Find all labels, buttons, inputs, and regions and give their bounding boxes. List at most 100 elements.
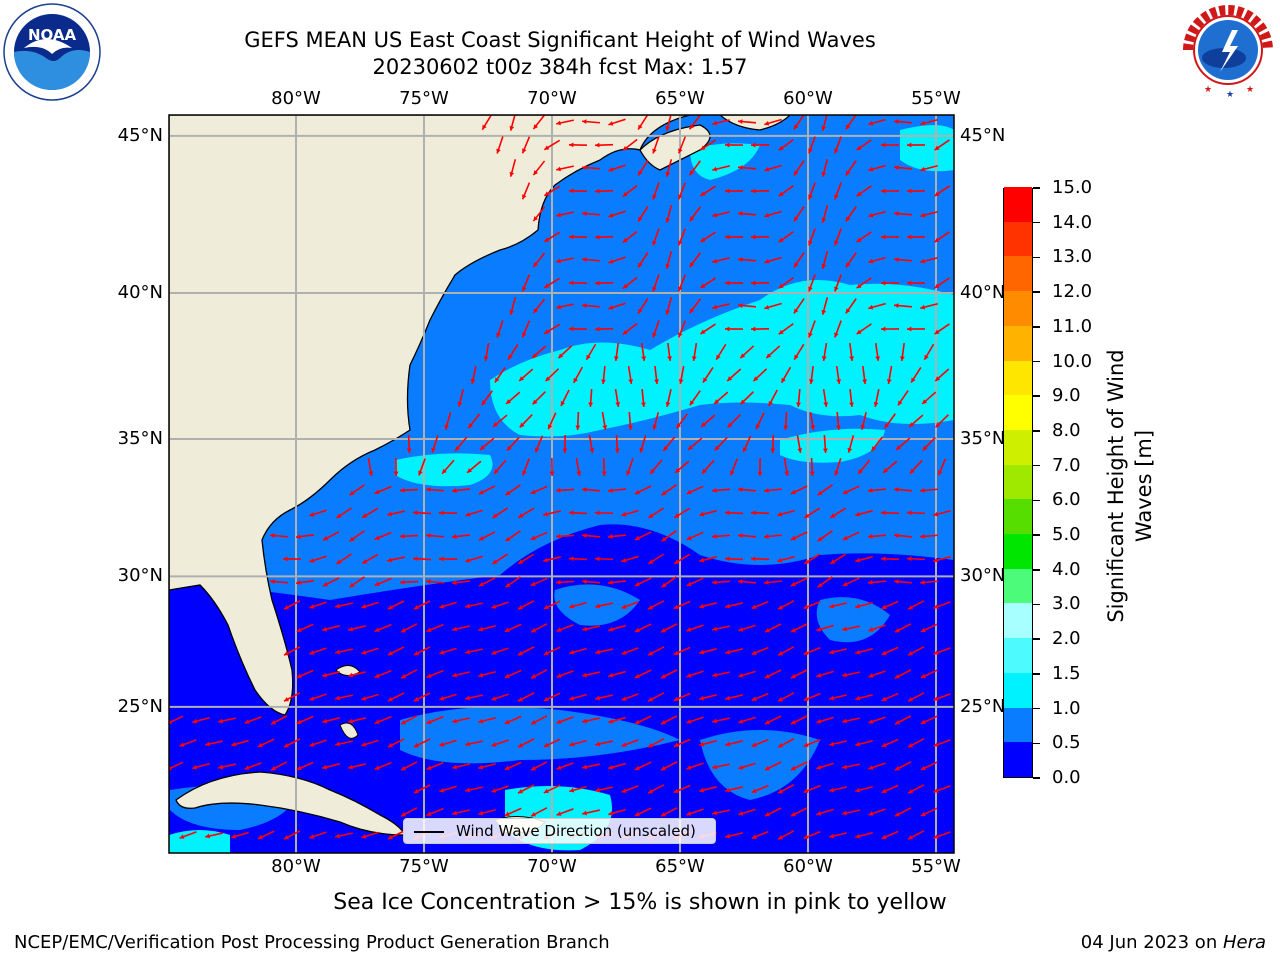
wave-direction-arrow	[920, 669, 938, 679]
wave-direction-arrow	[764, 623, 782, 633]
wave-direction-arrow	[543, 323, 561, 335]
colorbar-segment	[1004, 255, 1032, 292]
wave-direction-arrow	[821, 342, 828, 362]
wave-direction-arrow	[855, 647, 873, 655]
latitude-label-left: 30°N	[117, 565, 163, 587]
wave-direction-arrow	[790, 623, 808, 633]
colorbar-tick-label: 6.0	[1052, 489, 1081, 511]
wave-direction-arrow	[712, 717, 730, 724]
wave-direction-arrow	[737, 303, 757, 308]
wave-direction-arrow	[504, 623, 522, 633]
wave-direction-arrow	[752, 368, 768, 382]
wave-direction-arrow	[322, 763, 340, 770]
wave-direction-arrow	[778, 277, 794, 289]
wave-direction-arrow	[400, 761, 418, 771]
wave-direction-arrow	[737, 257, 757, 262]
wave-direction-arrow	[711, 487, 731, 493]
wave-direction-arrow	[309, 693, 327, 701]
wave-direction-arrow	[192, 762, 210, 770]
wave-direction-arrow	[608, 210, 626, 218]
wave-direction-arrow	[868, 302, 886, 310]
wave-direction-arrow	[673, 784, 691, 794]
wave-direction-arrow	[652, 136, 660, 154]
wave-direction-arrow	[582, 625, 600, 632]
wave-direction-arrow	[532, 160, 546, 176]
longitude-label-top: 75°W	[399, 88, 449, 109]
wave-direction-arrow	[322, 717, 340, 724]
wave-direction-arrow	[393, 457, 399, 477]
wave-direction-arrow	[816, 808, 834, 816]
wave-direction-arrow	[691, 342, 698, 362]
wave-direction-arrow	[282, 556, 302, 562]
wave-direction-arrow	[712, 303, 730, 310]
wave-direction-arrow	[790, 577, 808, 587]
wave-direction-arrow	[919, 533, 939, 539]
wave-direction-arrow	[622, 184, 638, 198]
wave-direction-arrow	[361, 739, 379, 747]
wave-direction-arrow	[893, 119, 913, 124]
wave-direction-arrow	[361, 553, 379, 565]
wave-direction-arrow	[413, 784, 431, 794]
wave-direction-arrow	[763, 534, 783, 539]
wave-direction-arrow	[817, 576, 833, 588]
wave-direction-arrow	[677, 228, 687, 246]
wave-direction-arrow	[322, 625, 340, 632]
wave-direction-arrow	[505, 576, 521, 588]
wave-direction-arrow	[647, 738, 665, 748]
wave-direction-arrow	[751, 600, 769, 610]
wave-direction-arrow	[764, 302, 782, 310]
wave-direction-arrow	[855, 509, 873, 517]
wave-direction-arrow	[856, 231, 872, 243]
wave-direction-arrow	[504, 807, 522, 817]
wave-direction-arrow	[504, 715, 522, 725]
wave-direction-arrow	[465, 694, 483, 701]
wave-direction-arrow	[881, 784, 899, 794]
wave-direction-arrow	[817, 484, 833, 496]
wave-direction-arrow	[595, 694, 613, 701]
wave-direction-arrow	[673, 646, 691, 656]
wave-direction-arrow	[493, 459, 507, 475]
wave-direction-arrow	[665, 115, 672, 131]
wave-direction-arrow	[626, 458, 634, 476]
wave-direction-arrow	[764, 715, 782, 725]
wave-direction-arrow	[661, 530, 677, 542]
wave-patch	[690, 143, 760, 180]
wave-direction-arrow	[439, 601, 457, 609]
colorbar-tick-label: 15.0	[1052, 177, 1093, 198]
wave-direction-arrow	[893, 579, 913, 584]
wave-direction-arrow	[808, 320, 816, 338]
longitude-label-top: 70°W	[527, 88, 577, 109]
wave-direction-arrow	[675, 413, 689, 429]
wave-direction-arrow	[868, 118, 886, 126]
wave-direction-arrow	[335, 602, 353, 609]
wave-direction-arrow	[724, 556, 744, 562]
wave-direction-arrow	[686, 716, 704, 724]
wave-direction-arrow	[374, 761, 392, 771]
wave-direction-arrow	[764, 761, 782, 771]
wave-direction-arrow	[868, 210, 886, 218]
wave-direction-arrow	[933, 647, 951, 655]
wave-direction-arrow	[244, 762, 262, 770]
wave-direction-arrow	[478, 531, 496, 541]
wave-direction-arrow	[907, 830, 925, 840]
wave-direction-arrow	[399, 533, 419, 539]
colorbar-tick	[1033, 464, 1040, 467]
wave-direction-arrow	[569, 739, 587, 747]
wave-direction-arrow	[725, 694, 743, 701]
wave-direction-arrow	[907, 738, 925, 748]
wave-direction-arrow	[906, 234, 926, 240]
wave-direction-arrow	[893, 533, 913, 538]
wave-direction-arrow	[777, 555, 795, 563]
wave-direction-arrow	[413, 600, 431, 610]
wave-direction-arrow	[686, 762, 704, 770]
wave-direction-arrow	[218, 763, 236, 770]
colorbar-tick	[1033, 603, 1040, 606]
wave-direction-arrow	[712, 211, 730, 218]
colorbar-tick-label: 4.0	[1052, 558, 1081, 580]
wave-direction-arrow	[400, 669, 418, 679]
colorbar-tick	[1033, 742, 1040, 745]
colorbar-segment	[1004, 360, 1032, 396]
wave-direction-arrow	[724, 326, 744, 332]
wave-direction-arrow	[793, 298, 805, 314]
wave-direction-arrow	[768, 389, 778, 407]
